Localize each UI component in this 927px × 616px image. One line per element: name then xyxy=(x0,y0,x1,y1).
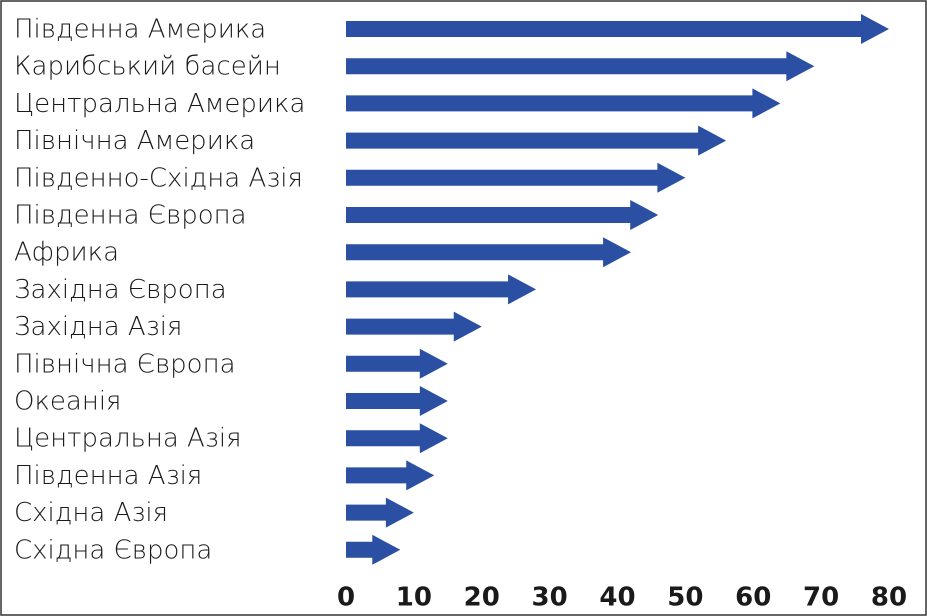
category-label: Центральна Америка xyxy=(14,89,305,119)
x-tick-label: 10 xyxy=(396,583,432,613)
bar-arrow xyxy=(346,14,889,44)
x-tick-label: 80 xyxy=(871,583,907,613)
category-label: Південна Європа xyxy=(14,201,247,231)
bar-arrow xyxy=(346,534,401,565)
x-tick-label: 70 xyxy=(803,583,839,613)
category-label: Східна Азія xyxy=(14,498,168,528)
category-label: Океанія xyxy=(14,387,121,417)
bar-arrow xyxy=(346,162,686,193)
x-tick-label: 40 xyxy=(599,583,635,613)
bar-arrow xyxy=(346,460,435,491)
bar-arrow xyxy=(346,88,781,119)
bar-arrow xyxy=(346,200,659,230)
category-label: Північна Америка xyxy=(14,126,255,156)
x-tick-label: 60 xyxy=(735,583,771,613)
bar-arrow xyxy=(346,274,537,305)
bar-arrow xyxy=(346,125,727,156)
x-tick-label: 0 xyxy=(337,583,355,613)
bar-arrow xyxy=(346,51,815,82)
bar-arrow xyxy=(346,423,448,454)
bar-arrow xyxy=(346,386,448,416)
bar-arrow xyxy=(346,497,414,528)
category-label: Східна Європа xyxy=(14,535,212,565)
category-label: Південна Америка xyxy=(14,15,266,45)
category-label: Центральна Азія xyxy=(14,424,241,454)
category-label: Північна Європа xyxy=(14,349,236,379)
category-label: Карибський басейн xyxy=(14,52,281,82)
category-label: Західна Європа xyxy=(14,275,227,305)
bar-arrow xyxy=(346,311,482,342)
bar-arrow xyxy=(346,348,448,379)
bar-arrow xyxy=(346,237,632,268)
x-tick-label: 50 xyxy=(667,583,703,613)
x-tick-label: 30 xyxy=(532,583,568,613)
x-tick-label: 20 xyxy=(464,583,500,613)
category-label: Західна Азія xyxy=(14,312,182,342)
category-label: Африка xyxy=(14,238,119,268)
category-label: Південно-Східна Азія xyxy=(14,163,303,193)
category-label: Південна Азія xyxy=(14,461,202,491)
